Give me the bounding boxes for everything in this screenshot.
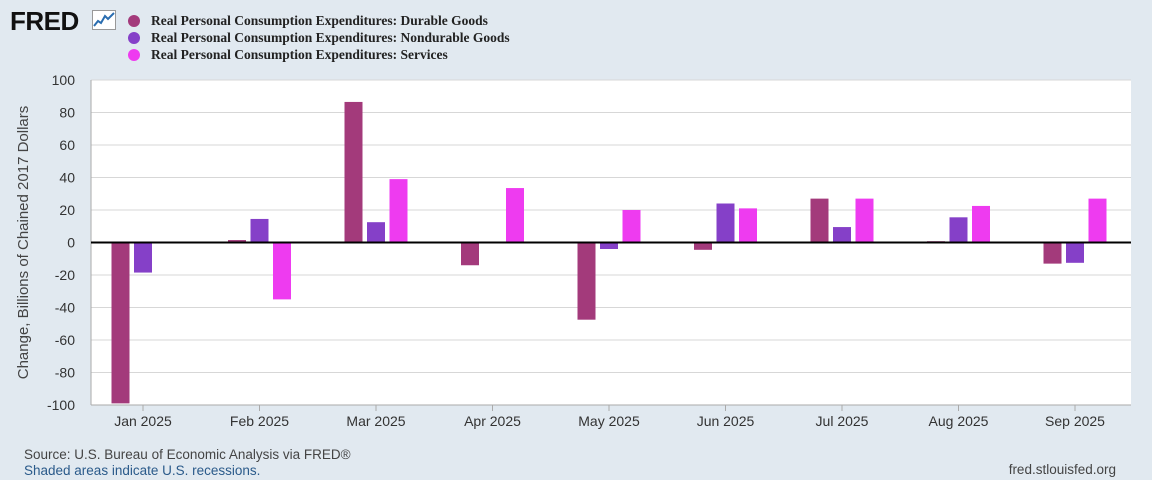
legend-label-durable: Real Personal Consumption Expenditures: …: [151, 12, 488, 28]
y-tick-label: 60: [59, 137, 75, 153]
bar: [273, 242, 291, 300]
y-tick-label: -80: [55, 365, 75, 381]
bar: [810, 198, 829, 243]
bar: [739, 208, 757, 243]
x-tick-label: Apr 2025: [464, 413, 521, 429]
legend-item-nondurable[interactable]: Real Personal Consumption Expenditures: …: [128, 29, 510, 46]
y-tick-label: 40: [59, 170, 75, 186]
recession-note[interactable]: Shaded areas indicate U.S. recessions.: [24, 463, 261, 478]
bar: [344, 101, 363, 243]
bar: [1043, 242, 1062, 264]
bar: [506, 188, 524, 243]
bar: [716, 203, 735, 243]
legend-label-nondurable: Real Personal Consumption Expenditures: …: [151, 29, 510, 45]
bar-chart[interactable]: 100 80 60 40 20 0 -20 -40 -60 -80 -100 Change, Bill…: [0, 0, 1152, 440]
x-tick-label: Mar 2025: [346, 413, 405, 429]
x-tick-label: Sep 2025: [1045, 413, 1105, 429]
legend-dot-nondurable: [128, 31, 140, 44]
chart-legend: Real Personal Consumption Expenditures: …: [128, 12, 510, 63]
legend-item-durable[interactable]: Real Personal Consumption Expenditures: …: [128, 12, 510, 29]
bar: [1088, 198, 1107, 243]
y-tick-label: 100: [52, 72, 76, 88]
bar: [600, 242, 618, 249]
y-tick-label: -60: [55, 332, 75, 348]
bar: [694, 242, 712, 250]
footer-notes: Source: U.S. Bureau of Economic Analysis…: [24, 447, 351, 479]
x-tick-label: Feb 2025: [230, 413, 289, 429]
bar: [250, 218, 269, 243]
bar: [367, 222, 385, 243]
site-url[interactable]: fred.stlouisfed.org: [1008, 462, 1116, 477]
x-tick-label: Jul 2025: [816, 413, 869, 429]
bar: [389, 179, 408, 243]
bar: [622, 210, 641, 243]
legend-dot-durable: [128, 14, 140, 27]
y-tick-label: 20: [59, 202, 75, 218]
source-note: Source: U.S. Bureau of Economic Analysis…: [24, 447, 351, 462]
bar: [949, 217, 968, 243]
y-tick-label: -40: [55, 300, 75, 316]
y-tick-label: -100: [47, 397, 75, 413]
legend-label-services: Real Personal Consumption Expenditures: …: [151, 46, 448, 62]
bar: [577, 242, 596, 320]
y-tick-label: -20: [55, 267, 75, 283]
bar: [461, 242, 479, 266]
x-tick-label: Jan 2025: [114, 413, 172, 429]
x-tick-label: Jun 2025: [697, 413, 755, 429]
fred-logo-graph-icon: [92, 10, 116, 30]
y-tick-label: 80: [59, 105, 75, 121]
bar: [111, 242, 130, 404]
bar: [134, 242, 152, 273]
bar: [1066, 242, 1084, 263]
fred-logo[interactable]: FRED: [10, 6, 79, 36]
bar: [833, 227, 851, 243]
bar: [855, 198, 874, 243]
x-tick-label: May 2025: [578, 413, 640, 429]
bar: [972, 205, 990, 243]
bar: [228, 240, 246, 243]
y-tick-label: 0: [67, 235, 75, 251]
legend-item-services[interactable]: Real Personal Consumption Expenditures: …: [128, 46, 510, 63]
y-axis-title: Change, Billions of Chained 2017 Dollars: [15, 106, 32, 380]
legend-dot-services: [128, 48, 140, 61]
x-tick-label: Aug 2025: [929, 413, 989, 429]
